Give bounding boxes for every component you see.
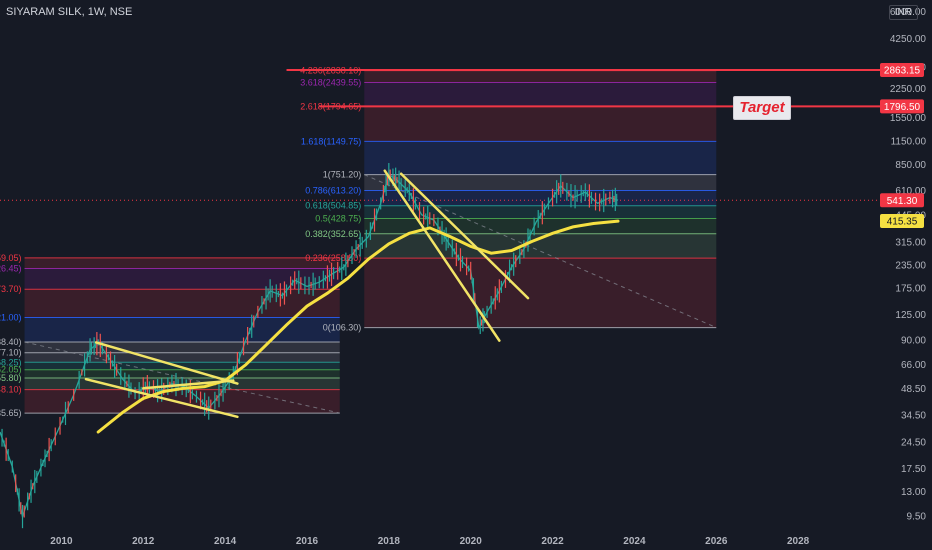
- price-badge: [880, 213, 924, 228]
- x-tick-label: 2020: [460, 536, 483, 547]
- fib-level-label: 0.236(48.10): [0, 385, 22, 395]
- y-tick-label: 850.00: [895, 160, 926, 171]
- y-tick-label: 13.00: [901, 487, 926, 498]
- x-tick-label: 2028: [787, 536, 810, 547]
- trendline: [399, 172, 530, 300]
- fib-level-label: 0(106.30): [323, 323, 362, 333]
- fib-level-label: 0.5(428.75): [315, 214, 361, 224]
- fib-band: [24, 342, 340, 353]
- fib-level-label: 2.618(173.70): [0, 284, 22, 294]
- fib-band: [24, 289, 340, 318]
- fib-level-label: 1.618(121.00): [0, 312, 22, 322]
- y-tick-label: 34.50: [901, 411, 926, 422]
- x-tick-label: 2014: [214, 536, 237, 547]
- price-badge: [880, 193, 924, 208]
- price-badge-label: 541.30: [887, 196, 918, 207]
- y-tick-label: 235.00: [895, 261, 926, 272]
- trendline: [84, 377, 239, 419]
- fib-level-label: 0.618(68.25): [0, 357, 22, 367]
- fib-band: [364, 70, 717, 83]
- fib-band: [24, 317, 340, 343]
- fib-band: [24, 362, 340, 370]
- price-badge: [880, 99, 924, 114]
- y-tick-label: 66.00: [901, 360, 926, 371]
- fib-band: [364, 106, 717, 142]
- y-tick-label: 24.50: [901, 437, 926, 448]
- x-tick-label: 2010: [50, 536, 73, 547]
- y-tick-label: 17.50: [901, 464, 926, 475]
- fib-level-label: 1(751.20): [323, 170, 362, 180]
- fib-level-label: 3.618(226.45): [0, 263, 22, 273]
- y-tick-label: 610.00: [895, 186, 926, 197]
- trendline: [142, 379, 235, 390]
- y-tick-label: 6000.00: [890, 7, 927, 18]
- y-tick-label: 48.50: [901, 384, 926, 395]
- fib-level-label: 4.236(259.05): [0, 253, 22, 263]
- trendline: [94, 341, 239, 385]
- x-tick-label: 2024: [623, 536, 646, 547]
- fib-level-label: 0.786(613.20): [305, 186, 361, 196]
- fib-level-label: 0.382(55.80): [0, 373, 22, 383]
- y-tick-label: 2250.00: [890, 84, 927, 95]
- y-tick-label: 90.00: [901, 336, 926, 347]
- fib-level-label: 1(88.40): [0, 337, 22, 347]
- x-tick-label: 2026: [705, 536, 728, 547]
- price-badge: [880, 62, 924, 77]
- fib-level-label: 1.618(1149.75): [301, 136, 361, 146]
- trendline: [383, 169, 501, 342]
- x-tick-label: 2018: [378, 536, 401, 547]
- price-badge-label: 2863.15: [884, 65, 921, 76]
- target-annotation: Target: [733, 96, 791, 120]
- fib-band: [24, 257, 340, 269]
- fib-band: [24, 268, 340, 290]
- y-tick-label: 125.00: [895, 310, 926, 321]
- time-axis-bg: [0, 530, 932, 550]
- x-tick-label: 2016: [296, 536, 319, 547]
- fib-band: [364, 174, 717, 191]
- price-badge-label: 1796.50: [884, 102, 921, 113]
- fib-band: [364, 141, 717, 175]
- fib-band: [364, 190, 717, 206]
- fib-level-label: 0.5(62.05): [0, 365, 22, 375]
- fib-band: [364, 82, 717, 107]
- moving-average-line: [96, 219, 620, 434]
- fib-level-label: 0.382(352.65): [305, 229, 361, 239]
- fib-band: [364, 258, 717, 328]
- price-axis-bg: [880, 0, 932, 550]
- x-tick-label: 2012: [132, 536, 155, 547]
- fib-level-label: 0(35.65): [0, 408, 22, 418]
- y-tick-label: 1550.00: [890, 113, 927, 124]
- price-badge-label: 415.35: [887, 216, 918, 227]
- fib-band: [24, 352, 340, 363]
- currency-badge[interactable]: INR: [888, 5, 918, 20]
- y-tick-label: 9.50: [907, 512, 927, 523]
- x-tick-label: 2022: [541, 536, 564, 547]
- y-tick-label: 315.00: [895, 238, 926, 249]
- y-tick-label: 4250.00: [890, 34, 927, 45]
- fib-level-label: 0.618(504.85): [305, 201, 361, 211]
- fib-level-label: 0.786(77.10): [0, 348, 22, 358]
- fib-band: [24, 369, 340, 379]
- symbol-title: SIYARAM SILK, 1W, NSE: [6, 6, 133, 18]
- fib-band: [364, 205, 717, 219]
- fib-level-label: 0.236(258.50): [305, 253, 361, 263]
- fib-level-label: 3.618(2439.55): [300, 77, 361, 87]
- y-tick-label: 175.00: [895, 284, 926, 295]
- y-tick-label: 1150.00: [891, 136, 927, 147]
